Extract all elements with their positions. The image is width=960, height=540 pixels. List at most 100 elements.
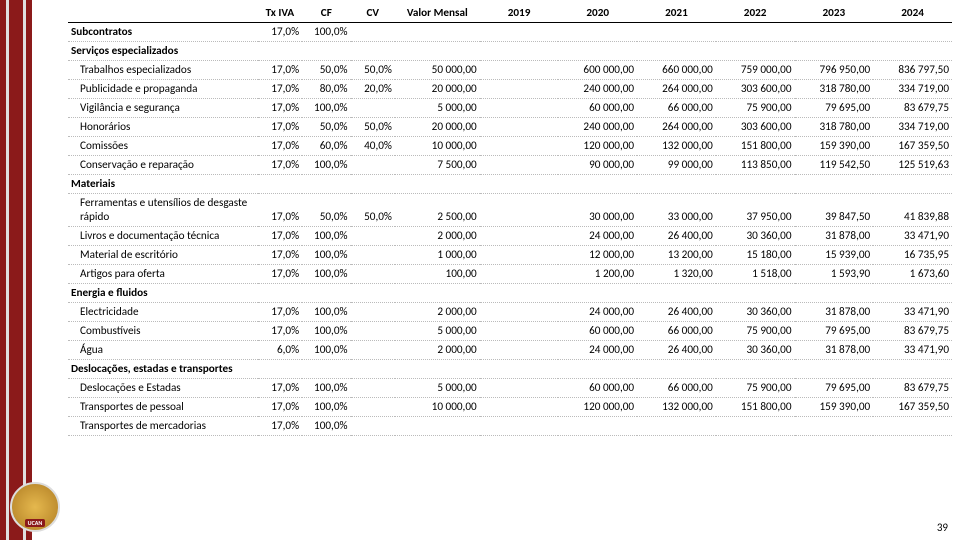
cell-cv: [351, 42, 395, 61]
cell-iva: 17,0%: [258, 156, 302, 175]
cell-cf: 60,0%: [302, 137, 350, 156]
cell-y22: [716, 23, 795, 42]
decorative-sidebar: [0, 0, 62, 540]
cell-y23: 318 780,00: [795, 118, 874, 137]
cell-cv: [351, 417, 395, 436]
cell-y19: [480, 80, 559, 99]
table-row: Trabalhos especializados17,0%50,0%50,0%5…: [68, 61, 952, 80]
cell-y23: 159 390,00: [795, 398, 874, 417]
cell-val: [395, 42, 480, 61]
table-row: Honorários17,0%50,0%50,0%20 000,00240 00…: [68, 118, 952, 137]
cell-y19: [480, 156, 559, 175]
cell-cv: [351, 265, 395, 284]
cell-y21: 264 000,00: [637, 80, 716, 99]
cell-y21: 66 000,00: [637, 322, 716, 341]
cell-iva: 17,0%: [258, 417, 302, 436]
cell-val: [395, 417, 480, 436]
cell-y19: [480, 379, 559, 398]
cell-val: 2 500,00: [395, 194, 480, 227]
cell-y21: 33 000,00: [637, 194, 716, 227]
cell-val: 20 000,00: [395, 80, 480, 99]
cell-iva: [258, 175, 302, 194]
cell-y23: 796 950,00: [795, 61, 874, 80]
cell-y23: 39 847,50: [795, 194, 874, 227]
cell-y23: 318 780,00: [795, 80, 874, 99]
col-name-blank: [68, 4, 258, 23]
cell-y24: [873, 175, 952, 194]
cell-y23: 79 695,00: [795, 99, 874, 118]
cell-y22: [716, 417, 795, 436]
cell-y23: 31 878,00: [795, 227, 874, 246]
cell-y23: [795, 284, 874, 303]
table-row: Água6,0%100,0%2 000,0024 000,0026 400,00…: [68, 341, 952, 360]
cell-val: 5 000,00: [395, 99, 480, 118]
col-cf: CF: [302, 4, 350, 23]
cell-y24: 1 673,60: [873, 265, 952, 284]
row-name: Combustíveis: [68, 322, 258, 341]
cell-cv: 20,0%: [351, 80, 395, 99]
cell-y22: 30 360,00: [716, 341, 795, 360]
cell-cv: [351, 246, 395, 265]
table-row: Subcontratos17,0%100,0%: [68, 23, 952, 42]
cell-y19: [480, 341, 559, 360]
cell-y22: [716, 42, 795, 61]
row-name: Subcontratos: [68, 23, 258, 42]
table-row: Combustíveis17,0%100,0%5 000,0060 000,00…: [68, 322, 952, 341]
cell-y24: [873, 360, 952, 379]
cell-cv: [351, 284, 395, 303]
table-row: Transportes de pessoal17,0%100,0%10 000,…: [68, 398, 952, 417]
cell-y24: 334 719,00: [873, 118, 952, 137]
cell-cv: 40,0%: [351, 137, 395, 156]
row-name: Livros e documentação técnica: [68, 227, 258, 246]
row-name: Material de escritório: [68, 246, 258, 265]
cell-cf: 100,0%: [302, 265, 350, 284]
cell-cf: 80,0%: [302, 80, 350, 99]
cell-y24: 33 471,90: [873, 303, 952, 322]
table-row: Materiais: [68, 175, 952, 194]
cell-y22: 37 950,00: [716, 194, 795, 227]
cell-cf: 100,0%: [302, 23, 350, 42]
cell-y24: 16 735,95: [873, 246, 952, 265]
cell-y22: 303 600,00: [716, 118, 795, 137]
cell-y22: 1 518,00: [716, 265, 795, 284]
cell-iva: 17,0%: [258, 246, 302, 265]
cell-y20: 30 000,00: [558, 194, 637, 227]
cell-y19: [480, 246, 559, 265]
cell-y19: [480, 398, 559, 417]
cell-cv: [351, 175, 395, 194]
cell-y21: 132 000,00: [637, 137, 716, 156]
table-row: Vigilância e segurança17,0%100,0%5 000,0…: [68, 99, 952, 118]
cell-y24: [873, 42, 952, 61]
cell-y22: 75 900,00: [716, 379, 795, 398]
cell-y20: 600 000,00: [558, 61, 637, 80]
table-row: Material de escritório17,0%100,0%1 000,0…: [68, 246, 952, 265]
table-row: Comissões17,0%60,0%40,0%10 000,00120 000…: [68, 137, 952, 156]
table-row: Electricidade17,0%100,0%2 000,0024 000,0…: [68, 303, 952, 322]
cell-y24: 167 359,50: [873, 398, 952, 417]
table-row: Serviços especializados: [68, 42, 952, 61]
cell-val: 10 000,00: [395, 398, 480, 417]
cell-iva: 17,0%: [258, 80, 302, 99]
cell-cf: 100,0%: [302, 322, 350, 341]
cell-val: 10 000,00: [395, 137, 480, 156]
cell-y21: [637, 360, 716, 379]
cell-cv: [351, 99, 395, 118]
row-name: Honorários: [68, 118, 258, 137]
cell-y24: 83 679,75: [873, 99, 952, 118]
cell-y19: [480, 322, 559, 341]
cell-cf: 100,0%: [302, 417, 350, 436]
cell-iva: 17,0%: [258, 398, 302, 417]
cell-iva: [258, 360, 302, 379]
cell-iva: 17,0%: [258, 303, 302, 322]
row-name: Comissões: [68, 137, 258, 156]
cell-y23: 15 939,00: [795, 246, 874, 265]
cell-y20: [558, 284, 637, 303]
cell-y23: 119 542,50: [795, 156, 874, 175]
row-name: Transportes de pessoal: [68, 398, 258, 417]
cell-iva: 17,0%: [258, 322, 302, 341]
cell-y24: 125 519,63: [873, 156, 952, 175]
cell-y22: 151 800,00: [716, 137, 795, 156]
cell-iva: 17,0%: [258, 379, 302, 398]
cell-y24: 334 719,00: [873, 80, 952, 99]
page-number: 39: [937, 521, 948, 534]
